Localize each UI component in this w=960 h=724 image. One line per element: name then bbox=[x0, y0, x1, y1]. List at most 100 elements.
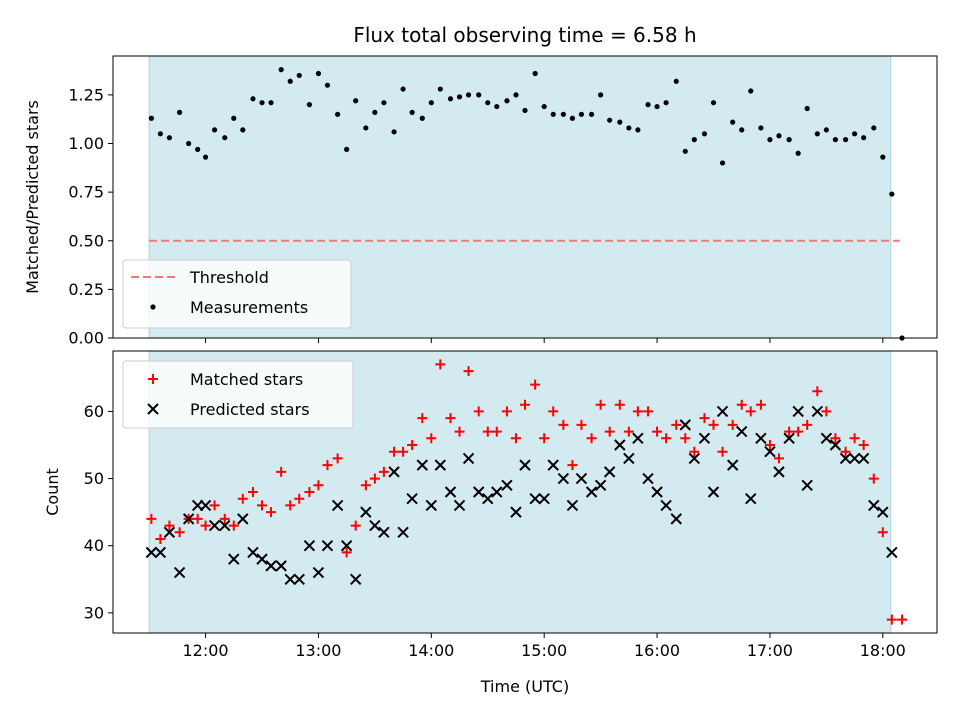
measurement-point bbox=[739, 127, 745, 133]
matched-star-point bbox=[200, 520, 211, 531]
predicted-star-point bbox=[182, 513, 195, 525]
legend-x-marker bbox=[147, 403, 159, 415]
predicted-star-point bbox=[557, 472, 570, 485]
predicted-star-point bbox=[340, 540, 353, 552]
measurement-point bbox=[391, 129, 397, 135]
predicted-star-point bbox=[453, 499, 466, 512]
y-tick-label: 0.50 bbox=[68, 231, 104, 250]
measurement-point bbox=[682, 148, 688, 154]
measurement-point bbox=[240, 127, 246, 133]
matched-star-point bbox=[604, 426, 615, 437]
measurement-point bbox=[578, 111, 585, 117]
top-y-axis-label: Matched/Predicted stars bbox=[23, 100, 42, 294]
matched-star-point bbox=[717, 446, 728, 457]
x-tick-label: 18:00 bbox=[860, 641, 906, 660]
matched-star-point bbox=[192, 513, 203, 524]
matched-star-point bbox=[623, 426, 634, 437]
legend-predicted-label: Predicted stars bbox=[190, 400, 310, 419]
measurement-point bbox=[635, 127, 641, 133]
matched-star-point bbox=[454, 426, 465, 437]
predicted-star-point bbox=[519, 459, 531, 471]
matched-star-point bbox=[727, 419, 738, 430]
y-tick-label: 0.00 bbox=[68, 329, 104, 348]
measurement-point bbox=[654, 103, 660, 110]
predicted-star-point bbox=[877, 506, 889, 518]
predicted-star-point bbox=[585, 486, 598, 498]
measurement-point bbox=[157, 131, 164, 137]
y-tick-label: 60 bbox=[84, 402, 104, 421]
measurement-point bbox=[617, 119, 623, 125]
x-tick-label: 17:00 bbox=[747, 641, 793, 660]
predicted-star-point bbox=[163, 526, 176, 538]
matched-star-point bbox=[276, 466, 287, 477]
y-tick-label: 30 bbox=[84, 603, 104, 622]
predicted-star-point bbox=[145, 546, 158, 559]
matched-star-point bbox=[680, 433, 691, 444]
top-legend-box bbox=[122, 259, 352, 329]
predicted-star-point bbox=[369, 519, 381, 532]
measurement-point bbox=[691, 137, 697, 143]
measurement-point bbox=[186, 140, 192, 147]
matched-star-point bbox=[256, 500, 267, 511]
predicted-star-point bbox=[886, 546, 898, 559]
measurement-point bbox=[428, 100, 434, 106]
predicted-star-point bbox=[173, 566, 186, 579]
matched-star-point bbox=[877, 527, 888, 538]
measurement-point bbox=[795, 150, 801, 156]
matched-star-point bbox=[661, 433, 672, 444]
measurement-point bbox=[166, 135, 173, 141]
predicted-star-point bbox=[575, 472, 588, 485]
predicted-star-point bbox=[406, 493, 418, 505]
predicted-star-point bbox=[510, 506, 522, 518]
predicted-star-point bbox=[219, 519, 231, 532]
matched-star-point bbox=[313, 480, 324, 491]
top-y-axis: 0.00 0.25 0.50 0.75 1.00 1.25 bbox=[68, 85, 113, 348]
predicted-star-point bbox=[444, 486, 457, 498]
measurement-point bbox=[814, 131, 820, 137]
measurement-point bbox=[344, 146, 350, 152]
bottom-y-axis: 30 40 50 60 bbox=[84, 402, 113, 622]
matched-star-point bbox=[614, 399, 625, 410]
predicted-star-point bbox=[603, 466, 616, 478]
predicted-star-point bbox=[614, 439, 626, 451]
y-tick-label: 0.75 bbox=[68, 183, 104, 202]
matched-star-point bbox=[567, 460, 578, 471]
measurement-point bbox=[871, 125, 877, 131]
y-tick-label: 50 bbox=[84, 469, 104, 488]
measurement-point bbox=[494, 103, 500, 110]
predicted-star-point bbox=[755, 432, 767, 444]
predicted-star-point bbox=[698, 432, 711, 444]
matched-star-point bbox=[369, 473, 380, 484]
matched-star-point bbox=[398, 446, 409, 457]
measurement-point bbox=[607, 117, 613, 123]
matched-star-point bbox=[146, 513, 157, 524]
y-tick-label: 0.25 bbox=[68, 280, 104, 299]
matched-star-point bbox=[802, 419, 813, 430]
matched-star-point bbox=[341, 547, 352, 558]
bottom-legend: Matched stars Predicted stars bbox=[122, 360, 354, 429]
measurement-point bbox=[852, 131, 858, 137]
matched-star-point bbox=[304, 487, 315, 497]
predicted-star-point bbox=[208, 519, 221, 532]
measurement-point bbox=[748, 88, 754, 94]
matched-star-point bbox=[558, 419, 569, 430]
predicted-star-point bbox=[199, 499, 212, 512]
measurement-point bbox=[211, 127, 218, 133]
measurement-point bbox=[504, 98, 510, 104]
matched-star-point bbox=[285, 500, 296, 511]
measurement-point bbox=[372, 109, 378, 115]
measurement-point bbox=[730, 119, 736, 125]
predicted-star-point bbox=[265, 560, 277, 572]
x-axis-label: Time (UTC) bbox=[480, 677, 569, 696]
predicted-star-point bbox=[632, 432, 644, 444]
measurement-point bbox=[598, 92, 604, 98]
matched-star-point bbox=[174, 527, 185, 538]
measurement-point bbox=[804, 105, 810, 112]
predicted-star-point bbox=[491, 486, 503, 498]
predicted-star-point bbox=[688, 452, 701, 465]
measurement-point bbox=[231, 115, 237, 121]
matched-star-point bbox=[473, 406, 484, 417]
matched-star-point bbox=[520, 399, 530, 410]
